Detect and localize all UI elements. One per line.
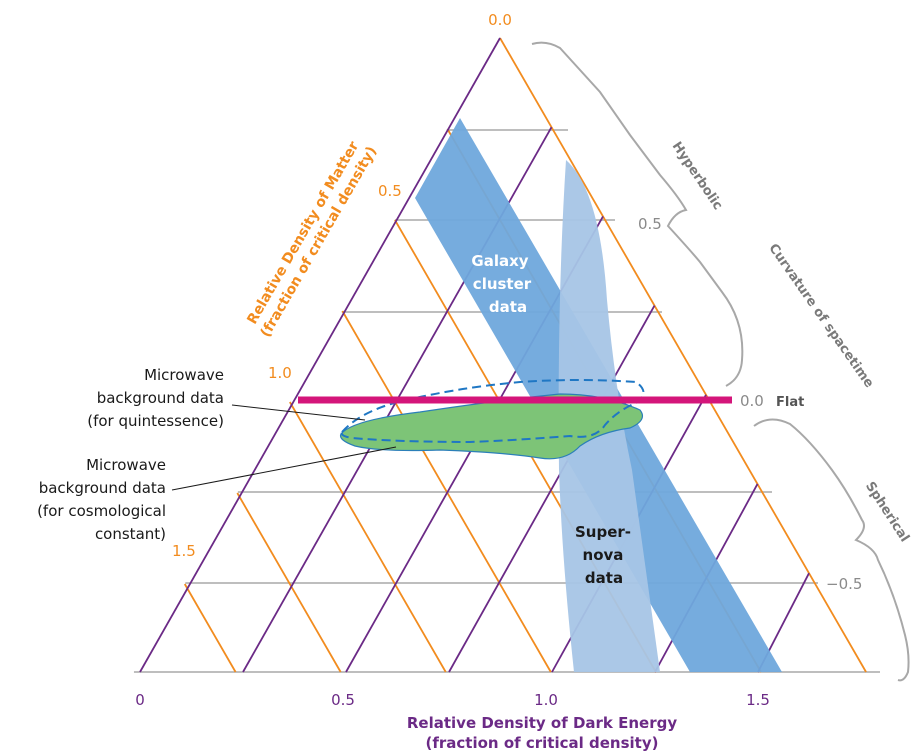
quintessence-callout-line1: Microwave	[144, 366, 224, 384]
dark-energy-gridline	[448, 305, 656, 673]
matter-gridline	[289, 401, 447, 673]
cmb-cosmological-constant-region	[339, 393, 643, 460]
cosmological-callout-line4: constant)	[95, 525, 166, 543]
matter-gridline	[499, 37, 867, 673]
supernova-label-line1: Super-	[575, 523, 631, 541]
curvature-tick-minus-0.5: −0.5	[826, 575, 862, 593]
matter-tick-1.0: 1.0	[268, 364, 292, 382]
spherical-label: Spherical	[862, 479, 912, 545]
supernova-label-line2: nova	[583, 546, 624, 564]
matter-gridline	[183, 583, 237, 673]
hyperbolic-bracket-icon	[531, 41, 744, 387]
matter-gridline	[236, 492, 342, 673]
dark-energy-gridline	[139, 37, 501, 673]
supernova-label-line3: data	[585, 569, 623, 587]
matter-tick-1.5: 1.5	[172, 542, 196, 560]
dark-energy-tick-0: 0	[135, 691, 145, 709]
quintessence-leader-line	[231, 404, 366, 421]
galaxy-label-line1: Galaxy	[471, 252, 528, 270]
cosmological-callout-line2: background data	[39, 479, 166, 497]
cosmological-leader-line	[171, 446, 397, 491]
dark-energy-tick-0.5: 0.5	[331, 691, 355, 709]
matter-axis-title: Relative Density of Matter (fraction of …	[244, 139, 381, 340]
dark-energy-tick-1.0: 1.0	[534, 691, 558, 709]
cosmological-callout-line1: Microwave	[86, 456, 166, 474]
dark-energy-axis-title-line1: Relative Density of Dark Energy	[407, 714, 677, 732]
cmb-quintessence-outline	[340, 379, 645, 444]
spherical-bracket-icon	[753, 418, 910, 682]
quintessence-callout-line2: background data	[97, 389, 224, 407]
curvature-tick-0.5: 0.5	[638, 215, 662, 233]
flat-label: Flat	[776, 395, 804, 410]
matter-axis-title-line1: Relative Density of Matter	[244, 139, 362, 327]
matter-axis-title-line2: (fraction of critical density)	[258, 144, 381, 340]
quintessence-callout-line3: (for quintessence)	[87, 412, 224, 430]
matter-gridline	[341, 310, 552, 673]
hyperbolic-label: Hyperbolic	[669, 139, 725, 213]
curvature-tick-0.0: 0.0	[740, 392, 764, 410]
galaxy-label-line2: cluster	[473, 275, 532, 293]
dark-energy-axis-title-line2: (fraction of critical density)	[426, 734, 659, 752]
matter-tick-0.0: 0.0	[488, 11, 512, 29]
matter-tick-0.5: 0.5	[378, 182, 402, 200]
cosmological-callout-line3: (for cosmological	[37, 502, 166, 520]
matter-gridlines	[183, 37, 867, 673]
dark-energy-tick-1.5: 1.5	[746, 691, 770, 709]
galaxy-label-line3: data	[489, 298, 527, 316]
curvature-axis-title: Curvature of spacetime	[765, 241, 876, 391]
